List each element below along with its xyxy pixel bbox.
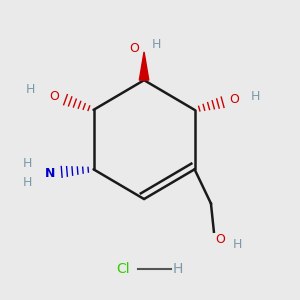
Text: O: O <box>50 90 59 103</box>
Text: N: N <box>44 167 55 180</box>
Text: O: O <box>215 233 225 246</box>
Text: H: H <box>23 158 33 170</box>
Text: H: H <box>233 238 243 251</box>
Text: H: H <box>251 90 260 103</box>
Text: H: H <box>173 262 183 276</box>
Text: H: H <box>23 176 33 189</box>
Text: O: O <box>130 42 140 56</box>
Text: H: H <box>152 38 161 51</box>
Text: O: O <box>229 93 238 106</box>
Polygon shape <box>139 52 149 80</box>
Text: Cl: Cl <box>116 262 130 276</box>
Text: H: H <box>26 82 36 96</box>
